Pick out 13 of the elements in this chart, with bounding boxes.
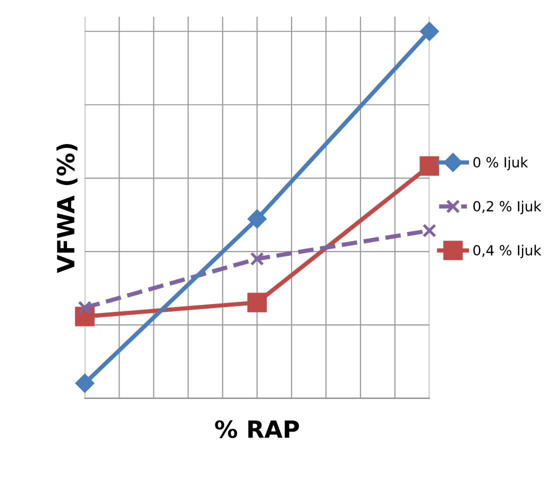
point (422, 224, 436, 238)
point (78, 300, 92, 315)
legend-label: 0,2 % Ijuk (473, 200, 542, 214)
point (76, 374, 94, 392)
point (247, 292, 267, 312)
x-axis-title: % RAP (215, 420, 299, 438)
point (248, 210, 266, 228)
y-axis-title: VFWA (%) (56, 144, 78, 273)
point (420, 156, 440, 176)
legend-label: 0 % Ijuk (473, 156, 528, 170)
point (250, 252, 264, 266)
legend-label: 0,4 % Ijuk (473, 244, 542, 258)
point (420, 22, 439, 41)
